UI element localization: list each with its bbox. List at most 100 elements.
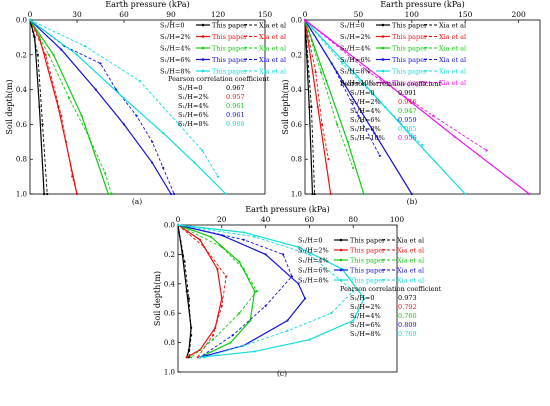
x-tick-label: 0: [28, 10, 33, 19]
pearson-condition: S₁/H=0: [350, 294, 375, 302]
pearson-condition: S₁/H=0: [350, 89, 375, 97]
x-axis-label: Earth pressure (kPa): [245, 205, 329, 214]
legend-marker: [381, 69, 385, 73]
data-point: [308, 105, 311, 109]
y-axis-label: Soil depth(m): [281, 79, 290, 134]
legend-condition: S₁/H=2%: [160, 33, 191, 41]
series-line: [29, 19, 112, 195]
x-tick-label: 60: [305, 215, 315, 224]
x-tick-label: 20: [217, 215, 227, 224]
data-point: [316, 105, 319, 109]
panel-label: (a): [132, 197, 142, 206]
data-point: [373, 132, 376, 135]
legend-label-xia: Xia et al: [397, 257, 424, 265]
data-point: [183, 260, 186, 263]
y-tick-label: 0.6: [291, 121, 303, 129]
series-line: [29, 19, 78, 195]
data-point: [308, 253, 311, 256]
legend-marker: [381, 81, 385, 84]
data-point: [162, 132, 165, 135]
data-point: [28, 18, 32, 22]
y-tick-label: 0.2: [291, 51, 302, 59]
legend-condition: S₁/H=10%: [340, 79, 375, 87]
data-point: [330, 312, 333, 315]
data-point: [107, 192, 110, 196]
pearson-value: 0.973: [398, 294, 417, 302]
data-point: [329, 192, 332, 196]
y-tick-label: 0.6: [16, 121, 28, 129]
y-tick-label: 0.8: [291, 156, 302, 164]
data-point: [187, 297, 191, 300]
legend-condition: S₁/H=0: [160, 22, 185, 30]
legend-condition: S₁/H=6%: [160, 56, 191, 64]
data-point: [352, 319, 355, 322]
pearson-condition: S₁/H=8%: [350, 330, 381, 338]
data-point: [335, 123, 339, 126]
data-point: [94, 88, 97, 91]
data-point: [253, 290, 256, 293]
data-point: [211, 338, 215, 341]
series-line: [29, 19, 48, 195]
legend-label-this-paper: This paper: [212, 45, 248, 53]
legend-marker: [201, 23, 205, 27]
series-line: [29, 19, 109, 195]
legend-condition: S₁/H=0: [340, 22, 365, 30]
pearson-value: 0.946: [398, 98, 417, 106]
plot-frame: [177, 224, 398, 373]
series-line: [177, 224, 227, 358]
series-line: [177, 224, 192, 358]
legend-condition: S₁/H=8%: [298, 277, 329, 285]
legend-label-xia: Xia et al: [439, 45, 466, 53]
legend-condition: S₁/H=2%: [298, 247, 329, 255]
data-point: [47, 53, 50, 56]
series-line: [177, 224, 306, 358]
pearson-value: 0.957: [226, 93, 245, 101]
legend-marker: [339, 238, 343, 242]
data-point: [138, 79, 141, 82]
data-point: [198, 238, 201, 241]
x-tick-label: 150: [258, 10, 273, 19]
legend-condition: S₁/H=2%: [340, 33, 371, 41]
series-line: [177, 224, 365, 358]
data-point: [80, 114, 83, 117]
x-tick-label: 120: [211, 10, 226, 19]
series-line: [177, 224, 192, 358]
data-point: [225, 275, 228, 278]
data-point: [231, 334, 234, 337]
pearson-value: 0.947: [398, 107, 417, 115]
data-point: [421, 144, 424, 147]
legend-label-xia: Xia et al: [439, 68, 466, 76]
data-point: [71, 175, 74, 178]
y-tick-label: 0.4: [291, 86, 303, 94]
legend-label-xia: Xia et al: [439, 79, 466, 87]
data-point: [286, 329, 289, 332]
x-tick-label: 0: [303, 10, 308, 19]
legend-label-this-paper: This paper: [392, 33, 428, 41]
chart-panel-3: 0 20 40 60 80 100 0.0 0.2 0.4 0.6 0.8 1.0 Earth pres…: [153, 205, 442, 378]
x-tick-label: 100: [405, 10, 420, 19]
data-point: [253, 235, 256, 238]
x-tick-label: 60: [119, 10, 129, 19]
data-point: [224, 192, 227, 196]
y-axis-label: Soil depth(m): [153, 271, 162, 326]
data-point: [311, 192, 314, 196]
legend-label-this-paper: This paper: [212, 22, 248, 30]
data-point: [176, 223, 180, 227]
data-point: [43, 192, 46, 196]
data-point: [282, 253, 285, 256]
legend-label-this-paper: This paper: [212, 68, 248, 76]
legend-marker: [201, 46, 205, 50]
legend-condition: S₁/H=8%: [160, 68, 191, 76]
pearson-value: 0.792: [398, 303, 417, 311]
legend-label-xia: Xia et al: [259, 56, 286, 64]
data-point: [378, 154, 381, 157]
panel-label: (c): [277, 369, 287, 378]
data-point: [319, 71, 323, 74]
series-line: [304, 19, 423, 146]
pearson-condition: S₁/H=4%: [178, 102, 209, 110]
legend-marker: [339, 278, 343, 282]
series-line: [304, 19, 354, 169]
pearson-condition: S₁/H=8%: [178, 120, 209, 128]
data-point: [238, 312, 241, 315]
